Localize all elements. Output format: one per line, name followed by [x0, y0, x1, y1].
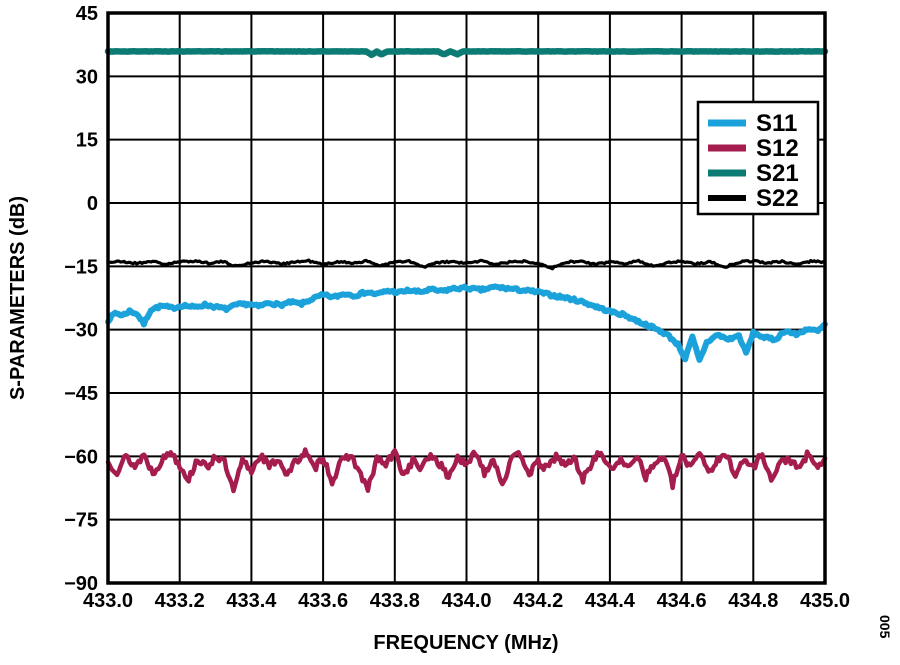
legend-label-s12: S12 — [756, 135, 799, 162]
y-tick-label: 0 — [87, 193, 98, 215]
x-tick-label: 434.6 — [657, 590, 707, 612]
y-tick-label: 15 — [76, 130, 98, 152]
legend-label-s11: S11 — [756, 110, 797, 137]
x-tick-label: 433.4 — [226, 590, 277, 612]
y-tick-label: −30 — [64, 320, 98, 342]
legend-label-s22: S22 — [756, 185, 799, 212]
series-s22 — [106, 258, 827, 271]
y-axis-title: S-PARAMETERS (dB) — [7, 196, 29, 400]
y-tick-label: −90 — [64, 573, 98, 595]
y-tick-label: 30 — [76, 66, 98, 88]
y-tick-label: −60 — [64, 446, 98, 468]
y-tick-label: −45 — [64, 383, 98, 405]
y-tick-label: 45 — [76, 3, 98, 25]
x-tick-label: 433.6 — [298, 590, 348, 612]
x-tick-label: 434.0 — [441, 590, 491, 612]
figure-number-tag: 005 — [877, 615, 893, 639]
y-tick-label: −15 — [64, 256, 98, 278]
x-tick-label: 435.0 — [800, 590, 850, 612]
x-tick-label: 433.8 — [370, 590, 420, 612]
x-tick-label: 434.8 — [728, 590, 778, 612]
x-axis-title: FREQUENCY (MHz) — [373, 632, 558, 654]
y-tick-label: −75 — [64, 510, 98, 532]
series-s11 — [105, 283, 828, 363]
series-s21 — [104, 48, 829, 59]
legend-label-s21: S21 — [756, 160, 799, 187]
x-tick-label: 434.2 — [513, 590, 563, 612]
x-tick-label: 434.4 — [585, 590, 636, 612]
series-s12 — [105, 447, 828, 494]
x-tick-label: 433.0 — [83, 590, 133, 612]
plot-border — [106, 11, 827, 585]
x-tick-label: 433.2 — [155, 590, 205, 612]
